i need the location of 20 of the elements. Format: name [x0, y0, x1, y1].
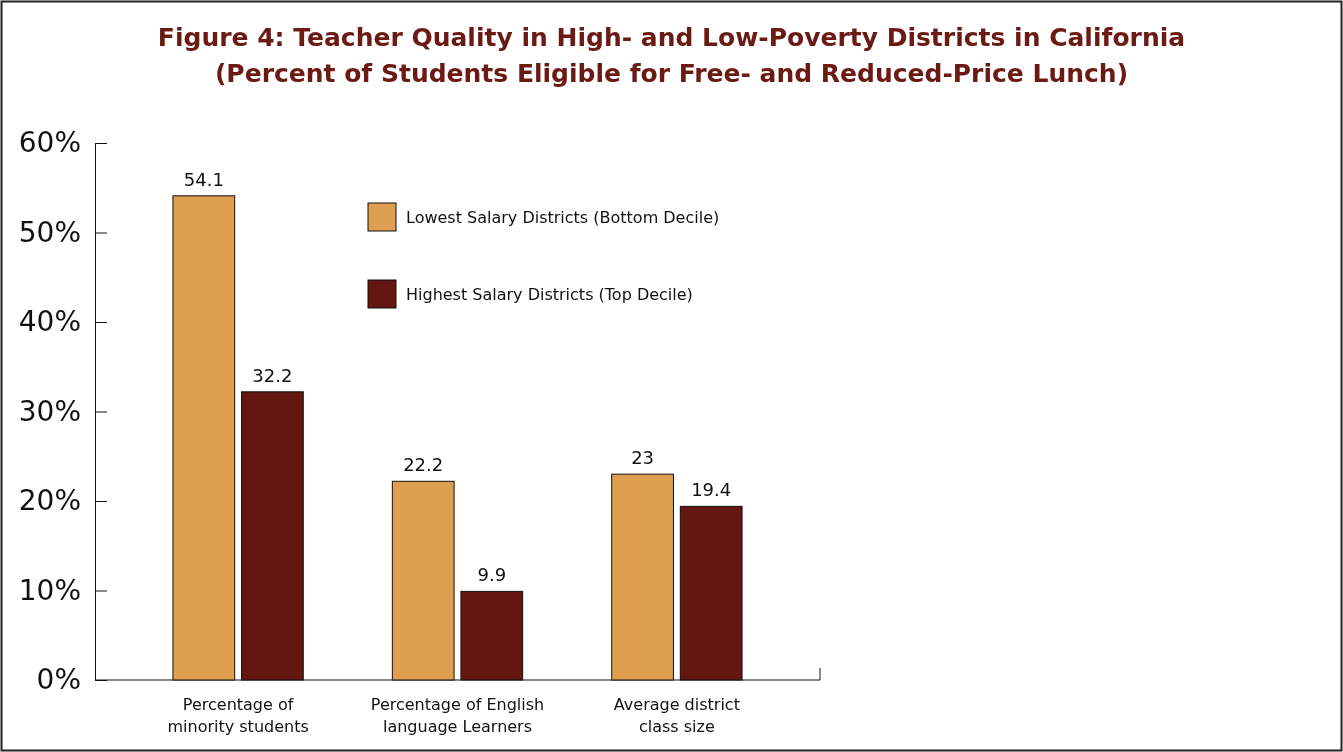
- y-tick-label: 60%: [18, 126, 81, 160]
- legend-label: Highest Salary Districts (Top Decile): [406, 285, 693, 304]
- y-tick-label: 30%: [18, 394, 81, 428]
- data-label: 9.9: [477, 564, 507, 586]
- data-label: 23: [631, 447, 655, 469]
- data-label: 32.2: [252, 364, 293, 386]
- y-tick-label: 0%: [36, 663, 81, 697]
- data-label: 22.2: [403, 454, 444, 476]
- data-label: 19.4: [691, 479, 732, 501]
- x-tick-label: Percentage of English language Learners: [370, 695, 545, 736]
- y-tick-label: 10%: [18, 573, 81, 607]
- chart-subtitle: (Percent of Students Eligible for Free- and Reduced-Price Lunch): [214, 59, 1129, 88]
- legend-label: Lowest Salary Districts (Bottom Decile): [406, 208, 720, 227]
- y-tick-label: 40%: [18, 305, 81, 339]
- data-label: 54.1: [183, 168, 224, 190]
- x-tick-label: Average district class size: [613, 695, 740, 736]
- x-tick-label: Percentage of minority students: [167, 695, 309, 736]
- y-tick-label: 50%: [18, 215, 81, 249]
- y-tick-label: 20%: [18, 484, 81, 518]
- chart-title: Figure 4: Teacher Quality in High- and Low-Poverty Districts in California: [157, 23, 1186, 52]
